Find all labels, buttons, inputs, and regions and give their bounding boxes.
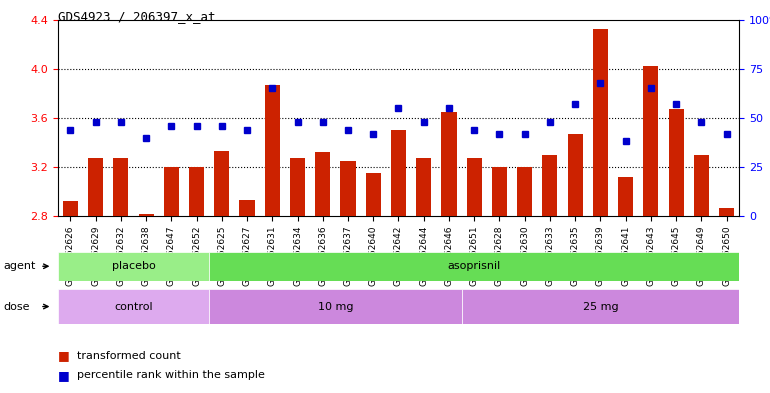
Bar: [517, 167, 532, 216]
Bar: [265, 85, 280, 216]
Bar: [441, 112, 457, 216]
Text: percentile rank within the sample: percentile rank within the sample: [77, 370, 265, 380]
Bar: [139, 214, 154, 216]
Bar: [88, 158, 103, 216]
Bar: [643, 66, 658, 216]
Bar: [694, 155, 709, 216]
Bar: [593, 29, 608, 216]
Text: dose: dose: [4, 301, 30, 312]
Bar: [214, 151, 229, 216]
Text: GDS4923 / 206397_x_at: GDS4923 / 206397_x_at: [58, 10, 216, 23]
Bar: [492, 167, 507, 216]
Text: placebo: placebo: [112, 261, 156, 271]
Bar: [63, 201, 78, 216]
Bar: [315, 152, 330, 216]
Text: ■: ■: [58, 369, 69, 382]
Text: ■: ■: [58, 349, 69, 362]
Text: transformed count: transformed count: [77, 351, 181, 361]
Text: control: control: [114, 301, 152, 312]
Bar: [467, 158, 482, 216]
Bar: [58, 252, 209, 281]
Bar: [239, 200, 255, 216]
Bar: [189, 167, 204, 216]
Bar: [416, 158, 431, 216]
Bar: [209, 252, 739, 281]
Text: 10 mg: 10 mg: [318, 301, 353, 312]
Bar: [290, 158, 305, 216]
Bar: [618, 177, 633, 216]
Bar: [164, 167, 179, 216]
Bar: [461, 289, 739, 324]
Bar: [719, 208, 734, 216]
Bar: [113, 158, 129, 216]
Bar: [340, 161, 356, 216]
Bar: [668, 109, 684, 216]
Bar: [209, 289, 461, 324]
Text: 25 mg: 25 mg: [583, 301, 618, 312]
Bar: [391, 130, 406, 216]
Bar: [58, 289, 209, 324]
Bar: [567, 134, 583, 216]
Text: asoprisnil: asoprisnil: [447, 261, 500, 271]
Bar: [542, 155, 557, 216]
Bar: [366, 173, 381, 216]
Text: agent: agent: [4, 261, 36, 271]
